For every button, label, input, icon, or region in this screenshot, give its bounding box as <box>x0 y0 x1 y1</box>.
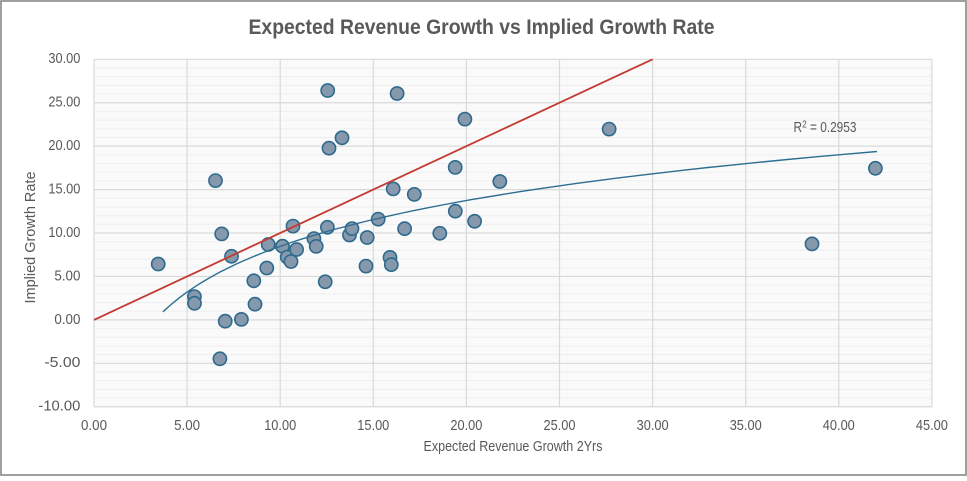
svg-text:15.00: 15.00 <box>357 418 389 434</box>
svg-text:Expected Revenue Growth 2Yrs: Expected Revenue Growth 2Yrs <box>424 439 603 455</box>
svg-text:30.00: 30.00 <box>48 51 80 67</box>
svg-text:-10.00: -10.00 <box>38 399 80 415</box>
svg-text:0.00: 0.00 <box>54 312 80 328</box>
svg-text:25.00: 25.00 <box>48 95 80 111</box>
svg-text:45.00: 45.00 <box>916 418 948 434</box>
svg-text:40.00: 40.00 <box>823 418 855 434</box>
svg-text:30.00: 30.00 <box>637 418 669 434</box>
svg-text:R2 = 0.2953: R2 = 0.2953 <box>794 120 857 137</box>
svg-text:35.00: 35.00 <box>730 418 762 434</box>
svg-text:20.00: 20.00 <box>48 138 80 154</box>
svg-text:Implied Growth Rate: Implied Growth Rate <box>23 172 39 304</box>
svg-text:10.00: 10.00 <box>264 418 296 434</box>
svg-text:Expected Revenue Growth vs Imp: Expected Revenue Growth vs Implied Growt… <box>249 15 715 39</box>
svg-text:5.00: 5.00 <box>54 268 80 284</box>
svg-text:0.00: 0.00 <box>81 418 107 434</box>
svg-text:20.00: 20.00 <box>450 418 482 434</box>
svg-text:15.00: 15.00 <box>48 182 80 198</box>
svg-text:10.00: 10.00 <box>48 225 80 241</box>
svg-text:5.00: 5.00 <box>174 418 200 434</box>
svg-text:25.00: 25.00 <box>544 418 576 434</box>
svg-text:-5.00: -5.00 <box>44 355 80 371</box>
